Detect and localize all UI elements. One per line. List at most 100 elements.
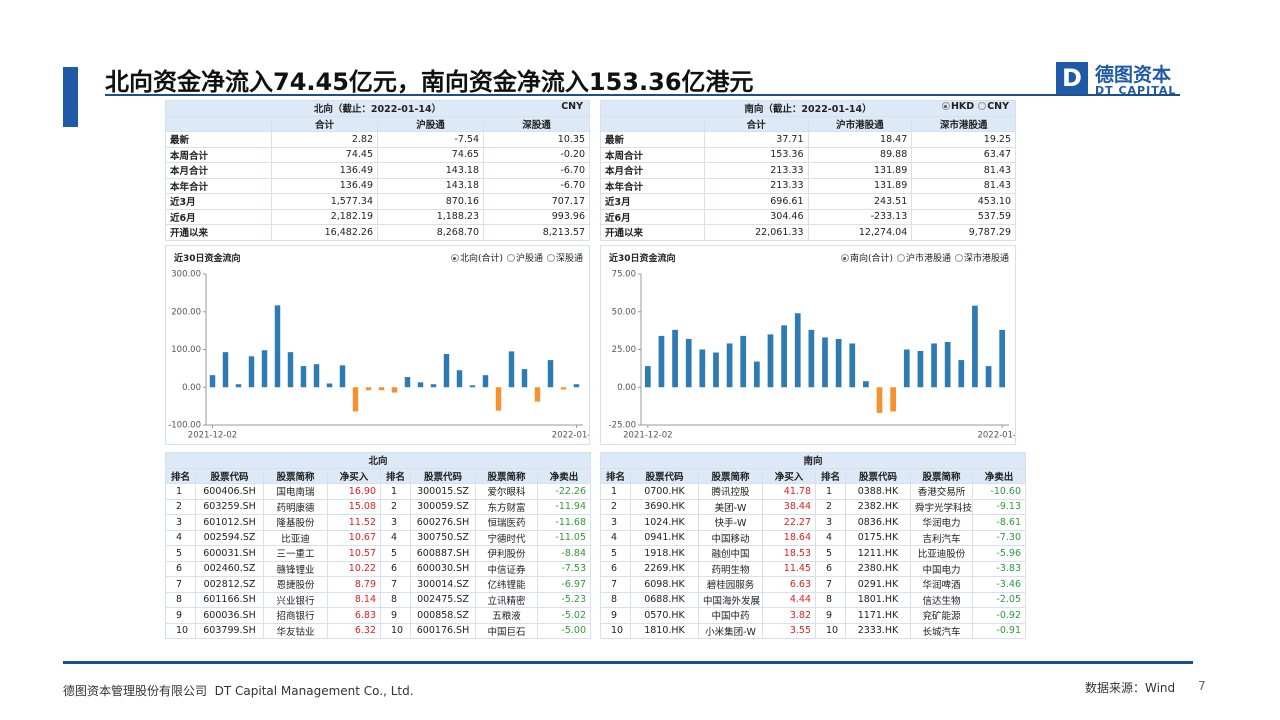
column-header: 股票代码	[630, 467, 699, 484]
radio-button[interactable]	[450, 254, 459, 262]
summary-title-row: 南向（截止：2022-01-14） HKD CNY	[600, 100, 1016, 117]
top10-cell: -6.97	[536, 576, 592, 593]
top10-cell: 10.22	[327, 560, 381, 577]
top10-cell: 600031.SH	[195, 545, 264, 562]
radio-button[interactable]	[941, 102, 950, 111]
top10-cell: 41.78	[762, 483, 816, 500]
summary-value: 537.59	[911, 208, 1016, 225]
bar	[443, 354, 450, 388]
top10-cell: -7.30	[971, 529, 1027, 546]
chart-box: 近30日资金流向 北向(合计) 沪股通 深股通 -100.00 0.00 100.00 200…	[165, 245, 590, 445]
top10-row: 8 601166.SH 兴业银行 8.14 8 002475.SZ 立讯精密 -5.23	[165, 591, 592, 608]
bar	[313, 364, 320, 388]
summary-value: 81.43	[911, 162, 1016, 179]
chart-box: 近30日资金流向 南向(合计) 沪市港股通 深市港股通 -25.00 0.00 25.00 5…	[600, 245, 1016, 445]
bar	[560, 387, 567, 390]
top10-cell: 6	[165, 560, 196, 577]
summary-value: -233.13	[807, 208, 913, 225]
bar	[508, 351, 515, 388]
summary-row: 本周合计 153.36 89.88 63.47	[600, 146, 1016, 163]
footer-rule	[63, 661, 1193, 664]
top10-cell: 7	[380, 576, 411, 593]
bar	[999, 329, 1006, 388]
top10-cell: 9	[600, 607, 631, 624]
bar	[300, 366, 307, 388]
top10-cell: 8	[165, 591, 196, 608]
top10-cell: 1024.HK	[630, 514, 699, 531]
radio-button[interactable]	[840, 254, 849, 262]
top10-cell: 亿纬锂能	[475, 576, 538, 593]
top10-cell: 伊利股份	[475, 545, 538, 562]
top10-cell: 宁德时代	[475, 529, 538, 546]
top10-cell: 华友钴业	[263, 622, 328, 639]
radio-button[interactable]	[896, 254, 905, 262]
bar	[917, 351, 924, 388]
top10-cell: 002594.SZ	[195, 529, 264, 546]
bar	[469, 385, 476, 388]
radio-button[interactable]	[546, 254, 555, 262]
top10-cell: 600030.SH	[410, 560, 476, 577]
column-header: 股票代码	[845, 467, 911, 484]
radio-button[interactable]	[954, 254, 963, 262]
top10-cell: 1	[380, 483, 411, 500]
top10-cell: 300014.SZ	[410, 576, 476, 593]
row-label: 本周合计	[600, 146, 705, 163]
bar	[248, 356, 255, 388]
bar	[352, 387, 359, 412]
top10-cell: 药明生物	[698, 560, 763, 577]
top10-cell: -9.13	[971, 498, 1027, 515]
top10-cell: 2	[380, 498, 411, 515]
bar	[972, 305, 978, 388]
radio-button[interactable]	[506, 254, 515, 262]
top10-row: 9 0570.HK 中国中药 3.82 9 1171.HK 兖矿能源 -0.92	[600, 607, 1027, 624]
accent-bar	[63, 67, 78, 127]
top10-cell: 0175.HK	[845, 529, 911, 546]
bar	[672, 329, 678, 388]
top10-cell: 腾讯控股	[698, 483, 763, 500]
summary: 南向（截止：2022-01-14） HKD CNY 合计 沪市港股通 深市港股通 最新 37.…	[600, 100, 1016, 241]
top10-cell: 药明康德	[263, 498, 328, 515]
top10-row: 8 0688.HK 中国海外发展 4.44 8 1801.HK 信达生物 -2.05	[600, 591, 1027, 608]
top10-row: 1 0700.HK 腾讯控股 41.78 1 0388.HK 香港交易所 -10.60	[600, 483, 1027, 500]
y-tick-label: -100.00	[168, 421, 201, 431]
top10-cell: 4.44	[762, 591, 816, 608]
summary-value: 707.17	[483, 193, 590, 210]
top10-cell: 中国电力	[910, 560, 973, 577]
top10-cell: 600176.SH	[410, 622, 476, 639]
top10-cell: 38.44	[762, 498, 816, 515]
top10-cell: 1810.HK	[630, 622, 699, 639]
top10-cell: 7	[600, 576, 631, 593]
column-header: 沪市港股通	[807, 115, 913, 132]
top10-row: 6 002460.SZ 赣锋锂业 10.22 6 600030.SH 中信证券 -7.53	[165, 560, 592, 577]
top10-cell: 11.52	[327, 514, 381, 531]
row-label: 近6月	[165, 208, 272, 225]
top10-cell: 1	[165, 483, 196, 500]
top10-cell: -2.05	[971, 591, 1027, 608]
top10-cell: 5	[600, 545, 631, 562]
top10-cell: 22.27	[762, 514, 816, 531]
column-header: 净买入	[327, 467, 381, 484]
top10-cell: 16.90	[327, 483, 381, 500]
top10-row: 10 1810.HK 小米集团-W 3.55 10 2333.HK 长城汽车 -0.91	[600, 622, 1027, 639]
bar	[876, 387, 883, 413]
top10-cell: 长城汽车	[910, 622, 973, 639]
chart-title: 近30日资金流向	[174, 254, 241, 264]
top10-cell: 0291.HK	[845, 576, 911, 593]
logo-cn: 德图资本	[1095, 64, 1172, 86]
top10-cell: 舜宇光学科技	[910, 498, 973, 515]
top10-cell: 隆基股份	[263, 514, 328, 531]
top10-cell: -3.83	[971, 560, 1027, 577]
y-tick-label: 25.00	[612, 345, 636, 355]
top10-cell: -5.02	[536, 607, 592, 624]
top10-cell: 002812.SZ	[195, 576, 264, 593]
bar	[726, 343, 733, 388]
legend-item: 深股通	[555, 254, 583, 264]
top10-cell: 600887.SH	[410, 545, 476, 562]
top10-cell: 中信证券	[475, 560, 538, 577]
radio-button[interactable]	[978, 102, 987, 111]
top10-cell: 300015.SZ	[410, 483, 476, 500]
bar	[391, 387, 398, 393]
top10: 南向 排名 股票代码 股票简称 净买入 排名 股票代码 股票简称 净卖出 1 0700.HK 腾讯控股…	[599, 452, 1027, 639]
north-panel: 北向（截止：2022-01-14） CNY 合计 沪股通 深股通 最新 2.82 -7.54 1…	[164, 100, 592, 640]
top10-cell: -3.46	[971, 576, 1027, 593]
